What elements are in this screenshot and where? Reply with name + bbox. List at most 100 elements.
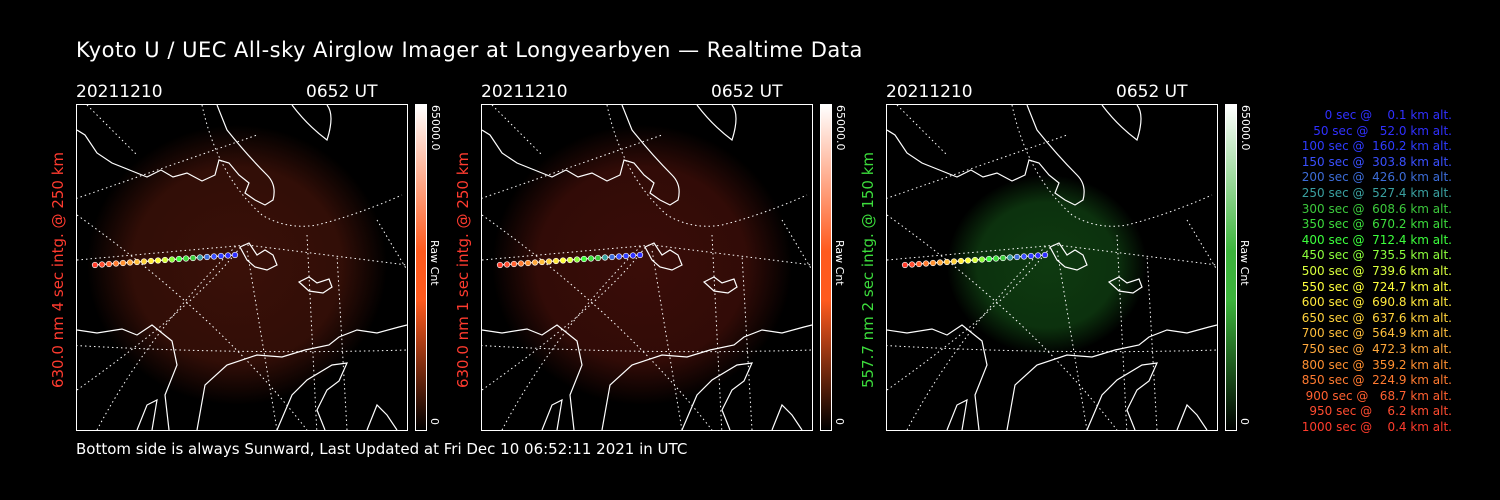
allsky-map[interactable]	[76, 104, 408, 431]
trajectory-point	[210, 253, 218, 260]
coastline-franz-josef	[297, 276, 333, 294]
coastline-franz-josef	[702, 276, 738, 294]
panel-630-1sec: 20211210 0652 UT 630.0 nm 1 sec intg. @ …	[454, 80, 901, 440]
map-canvas	[77, 105, 407, 430]
map-canvas	[482, 105, 812, 430]
legend-row: 50 sec @ 52.0 km alt.	[1305, 123, 1452, 138]
trajectory-point	[1013, 253, 1021, 261]
trajectory-point	[203, 253, 211, 261]
legend-row: 200 sec @ 426.0 km alt.	[1297, 170, 1452, 185]
colorbar-min: 0	[428, 418, 441, 425]
trajectory-point	[517, 260, 525, 267]
trajectory-point	[936, 259, 944, 266]
trajectory-point	[119, 259, 127, 267]
trajectory-point	[978, 256, 986, 263]
colorbar	[415, 104, 427, 431]
trajectory-point	[510, 260, 518, 268]
legend-row: 250 sec @ 527.4 km alt.	[1297, 185, 1452, 200]
trajectory-point	[587, 255, 595, 262]
graticule-lines	[77, 214, 308, 430]
coastline-franz-josef	[1107, 276, 1143, 294]
trajectory-point	[133, 258, 141, 266]
trajectory-point	[524, 259, 532, 267]
trajectory-point	[573, 256, 581, 263]
trajectory-point	[538, 258, 546, 266]
trajectory-point	[1006, 254, 1014, 261]
trajectory-point	[992, 255, 1000, 262]
legend-row: 150 sec @ 303.8 km alt.	[1297, 154, 1452, 169]
trajectory-point	[91, 261, 99, 269]
legend-row: 800 sec @ 359.2 km alt.	[1297, 357, 1452, 372]
trajectory-point	[126, 259, 134, 266]
trajectory-point	[112, 260, 120, 267]
graticule-lines	[887, 105, 1213, 227]
panel-ylabel: 557.7 nm 2 sec intg. @ 150 km	[859, 151, 877, 389]
airglow-image	[492, 125, 792, 405]
trajectory-point	[559, 257, 567, 264]
coastline-greenland	[887, 105, 1085, 206]
legend-row: 450 sec @ 735.5 km alt.	[1297, 248, 1452, 263]
trajectory-point	[189, 254, 197, 262]
legend-row: 650 sec @ 637.6 km alt.	[1297, 310, 1452, 325]
coastline-north	[696, 105, 737, 141]
legend-row: 750 sec @ 472.3 km alt.	[1297, 341, 1452, 356]
trajectory-point	[622, 252, 630, 260]
legend-row: 400 sec @ 712.4 km alt.	[1297, 232, 1452, 247]
trajectory-point	[217, 252, 225, 260]
trajectory-point	[908, 261, 916, 268]
graticule-lines	[887, 214, 1118, 430]
panel-date: 20211210	[886, 82, 973, 102]
trajectory-point	[545, 258, 553, 265]
colorbar-max: 65000.0	[1239, 105, 1252, 151]
trajectory-point	[224, 252, 232, 259]
trajectory-point	[901, 261, 909, 269]
panel-630-4sec: 20211210 0652 UT 630.0 nm 4 sec intg. @ …	[49, 80, 496, 440]
coastline-scandinavia-russia	[77, 324, 407, 430]
panel-ylabel: 630.0 nm 4 sec intg. @ 250 km	[49, 151, 67, 389]
colorbar-unit: Raw Cnt	[833, 240, 846, 286]
trajectory-point	[608, 253, 616, 261]
coastline-greenland	[77, 105, 275, 206]
legend-row: 950 sec @ 6.2 km alt.	[1305, 404, 1452, 419]
trajectory-point	[636, 251, 644, 259]
colorbar-unit: Raw Cnt	[1238, 240, 1251, 286]
trajectory-point	[531, 259, 539, 266]
allsky-map[interactable]	[886, 104, 1218, 431]
coastline-north	[291, 105, 332, 141]
legend-row: 300 sec @ 608.6 km alt.	[1297, 201, 1452, 216]
coastline-svalbard	[1049, 242, 1088, 271]
airglow-image	[87, 125, 387, 405]
legend-row: 700 sec @ 564.9 km alt.	[1297, 326, 1452, 341]
airglow-image	[947, 175, 1147, 355]
coastline-svalbard	[644, 242, 683, 271]
trajectory-point	[915, 260, 923, 268]
legend-row: 350 sec @ 670.2 km alt.	[1297, 217, 1452, 232]
trajectory-point	[1034, 252, 1042, 259]
legend-row: 550 sec @ 724.7 km alt.	[1297, 279, 1452, 294]
trajectory-point	[615, 253, 623, 260]
trajectory-legend: 0 sec @ 0.1 km alt. 50 sec @ 52.0 km alt…	[1262, 108, 1452, 435]
coastline-north	[1101, 105, 1142, 141]
legend-row: 850 sec @ 224.9 km alt.	[1297, 373, 1452, 388]
trajectory-point	[196, 254, 204, 261]
trajectory-point	[1027, 252, 1035, 260]
trajectory-point	[580, 255, 588, 263]
footer-note: Bottom side is always Sunward, Last Upda…	[76, 440, 688, 458]
trajectory-point	[985, 255, 993, 263]
colorbar-max: 65000.0	[834, 105, 847, 151]
colorbar-unit: Raw Cnt	[428, 240, 441, 286]
trajectory-point	[629, 252, 637, 259]
trajectory-point	[105, 260, 113, 268]
allsky-map[interactable]	[481, 104, 813, 431]
trajectory-point	[182, 255, 190, 262]
legend-row: 900 sec @ 68.7 km alt.	[1301, 388, 1452, 403]
coastline-greenland	[482, 105, 680, 206]
trajectory-point	[98, 261, 106, 268]
trajectory-point	[566, 256, 574, 264]
colorbar	[1225, 104, 1237, 431]
trajectory-point	[922, 260, 930, 267]
trajectory-point	[231, 251, 239, 259]
trajectory-point	[496, 261, 504, 269]
panel-ylabel: 630.0 nm 1 sec intg. @ 250 km	[454, 151, 472, 389]
graticule-lines	[482, 219, 812, 430]
